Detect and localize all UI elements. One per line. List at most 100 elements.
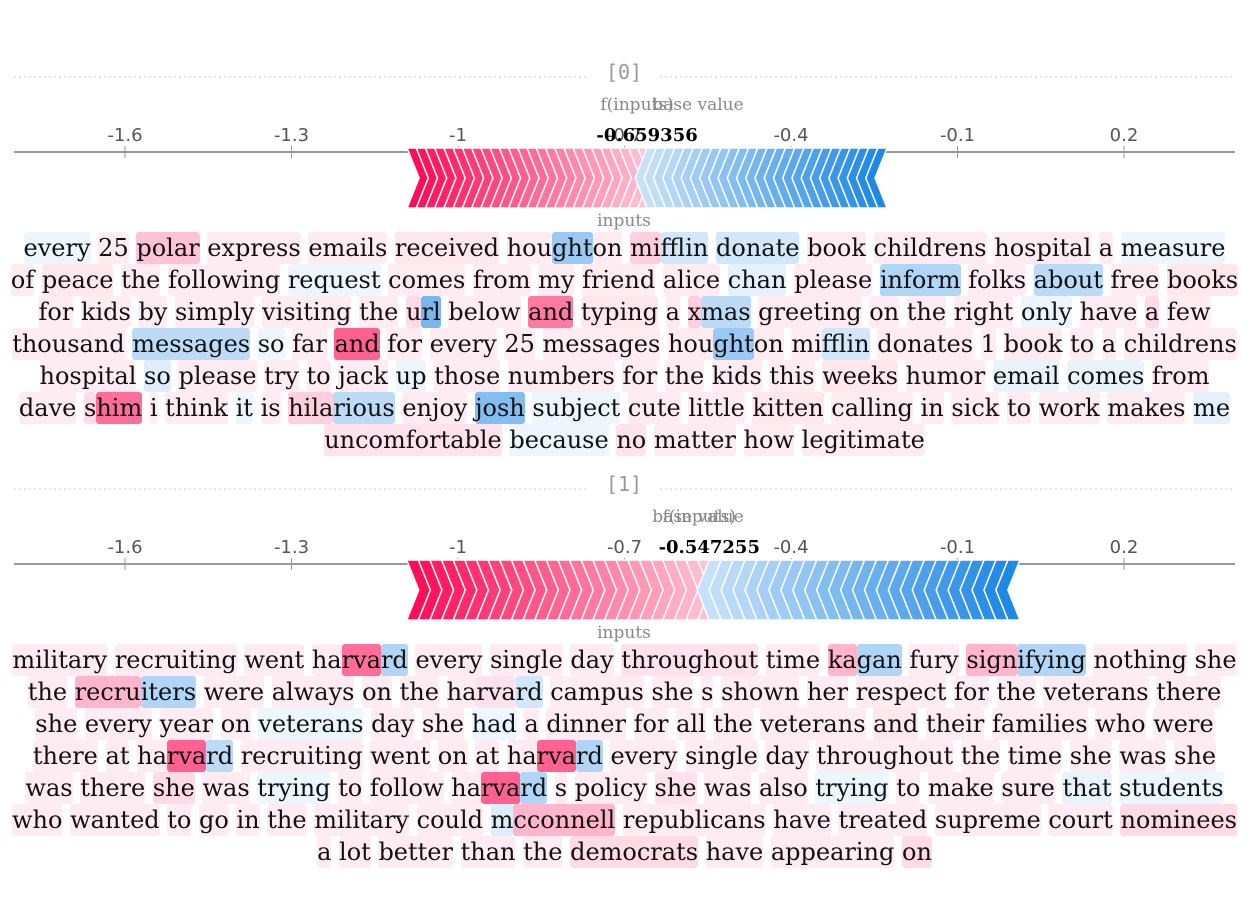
tick-label: -0.7	[607, 125, 642, 146]
token: have	[705, 836, 764, 868]
token: the	[960, 740, 1001, 772]
token: better	[378, 836, 453, 868]
token: she	[1174, 740, 1217, 772]
token: fflin	[660, 232, 709, 264]
token: rd	[575, 740, 603, 772]
token: childrens	[873, 232, 987, 264]
token: treated	[838, 804, 928, 836]
token: a	[1101, 328, 1117, 360]
token: please	[178, 360, 257, 392]
token: those	[434, 360, 501, 392]
token: simply	[175, 296, 255, 328]
token: ka	[827, 644, 857, 676]
token: s	[554, 772, 568, 804]
tick-label: -1.6	[107, 537, 142, 558]
token: follow	[369, 772, 444, 804]
token: to	[306, 360, 331, 392]
token: so	[257, 328, 285, 360]
token: mi	[630, 232, 661, 264]
token: little	[688, 392, 745, 424]
token: enjoy	[402, 392, 468, 424]
token: day	[570, 644, 614, 676]
token: families	[992, 708, 1088, 740]
force-plot-0: [0] -1.6 -1.3 -1 -0.7 -0.4 -0.1 0.2 base value f(…	[0, 52, 1249, 456]
token: childrens	[1123, 328, 1237, 360]
token: recruiting	[114, 644, 237, 676]
token: a	[1098, 232, 1114, 264]
token: cconnell	[513, 804, 616, 836]
token: dinner	[546, 708, 626, 740]
token: alice	[662, 264, 721, 296]
token: go	[199, 804, 229, 836]
token: have	[1079, 296, 1138, 328]
token: rva	[480, 772, 521, 804]
tick-label: -1	[449, 537, 467, 558]
token: right	[953, 296, 1014, 328]
plot-title: [1]	[606, 472, 642, 496]
token: rd	[380, 644, 408, 676]
token: donate	[716, 232, 800, 264]
token: their	[925, 708, 985, 740]
token: a	[524, 708, 539, 740]
token: make	[927, 772, 994, 804]
token: from	[1151, 360, 1210, 392]
token: typing	[580, 296, 658, 328]
token: up	[395, 360, 427, 392]
token: polar	[136, 232, 200, 264]
token: always	[271, 676, 355, 708]
tick-label: -0.4	[773, 125, 808, 146]
tick-label: -1.3	[274, 537, 309, 558]
base-value-label: base value	[652, 95, 743, 115]
token: on	[869, 296, 900, 328]
token: fury	[909, 644, 959, 676]
tick-label: -1	[449, 125, 467, 146]
token: campus	[550, 676, 644, 708]
token: rd	[520, 772, 548, 804]
token: s	[701, 676, 714, 708]
token: the	[399, 676, 439, 708]
token: nominees	[1120, 804, 1237, 836]
token: rva	[166, 740, 207, 772]
token: rious	[333, 392, 395, 424]
token: following	[168, 264, 281, 296]
token: this	[769, 360, 815, 392]
token: u	[406, 296, 422, 328]
token: sure	[1001, 772, 1055, 804]
token: few	[1166, 296, 1211, 328]
token: book	[1003, 328, 1063, 360]
plot-title: [0]	[606, 60, 642, 84]
tick-label: 0.2	[1110, 125, 1139, 146]
token-text-0: every 25 polar express emails received h…	[10, 232, 1239, 456]
token: was	[202, 772, 250, 804]
token: kids	[80, 296, 131, 328]
token: below	[448, 296, 521, 328]
token: for	[622, 360, 658, 392]
token: on	[362, 676, 393, 708]
token: work	[1038, 392, 1100, 424]
token: emails	[308, 232, 388, 264]
token: and	[528, 296, 574, 328]
token: military	[12, 644, 108, 676]
token: 25	[504, 328, 535, 360]
token: she	[1194, 644, 1237, 676]
token: there	[1156, 676, 1222, 708]
token: 1	[980, 328, 996, 360]
token: book	[807, 232, 866, 264]
token: ha	[506, 740, 537, 772]
token: in	[920, 392, 944, 424]
token: 25	[98, 232, 129, 264]
token: on	[592, 232, 623, 264]
token: received	[394, 232, 500, 264]
token: rva	[536, 740, 576, 772]
token: rd	[206, 740, 234, 772]
tick-label: -1.6	[107, 125, 142, 146]
force-plot-1: [1] -1.6 -1.3 -1 -0.7 -0.4 -0.1 0.2 base value f(…	[0, 464, 1249, 884]
force-plot-svg-0: [0] -1.6 -1.3 -1 -0.7 -0.4 -0.1 0.2 base valuef(…	[14, 60, 1235, 231]
token: free	[1110, 264, 1160, 296]
token: gan	[856, 644, 902, 676]
token: ght	[552, 232, 593, 264]
token: supreme	[934, 804, 1041, 836]
token: policy	[574, 772, 647, 804]
token: about	[1033, 264, 1103, 296]
token: trying	[257, 772, 331, 804]
